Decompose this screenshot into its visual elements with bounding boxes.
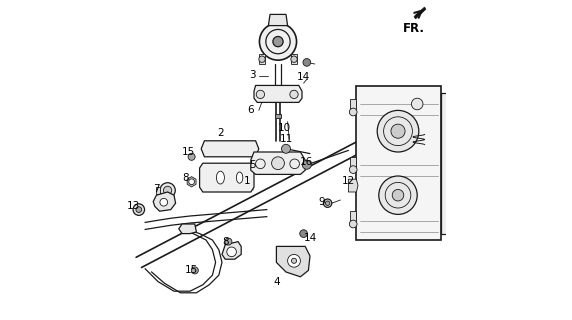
Text: FR.: FR. <box>403 22 425 36</box>
Circle shape <box>349 108 357 116</box>
Text: 15: 15 <box>185 265 198 276</box>
Polygon shape <box>201 141 259 157</box>
Text: 2: 2 <box>217 128 224 138</box>
Circle shape <box>325 201 330 205</box>
Circle shape <box>281 144 291 153</box>
Circle shape <box>349 220 357 228</box>
Text: 8: 8 <box>222 236 228 247</box>
Polygon shape <box>348 179 358 192</box>
Circle shape <box>227 247 236 257</box>
Circle shape <box>273 36 283 47</box>
Circle shape <box>323 199 332 207</box>
Polygon shape <box>441 93 449 234</box>
Circle shape <box>189 179 194 185</box>
Polygon shape <box>153 192 176 211</box>
Polygon shape <box>156 187 160 194</box>
Circle shape <box>379 176 417 214</box>
Text: 4: 4 <box>273 276 280 287</box>
Text: 3: 3 <box>249 70 256 80</box>
Polygon shape <box>276 246 310 277</box>
Text: 7: 7 <box>153 184 160 194</box>
Text: 1: 1 <box>244 176 251 186</box>
Ellipse shape <box>236 172 243 183</box>
Circle shape <box>136 207 142 212</box>
Text: 14: 14 <box>303 233 317 244</box>
Text: 10: 10 <box>278 123 291 133</box>
Circle shape <box>272 157 284 170</box>
Text: 9: 9 <box>318 196 324 207</box>
Text: 5: 5 <box>249 160 256 170</box>
Polygon shape <box>187 177 196 187</box>
Circle shape <box>160 198 168 206</box>
Circle shape <box>303 59 311 66</box>
Polygon shape <box>275 114 281 118</box>
Text: 13: 13 <box>126 201 140 212</box>
Circle shape <box>377 110 419 152</box>
Circle shape <box>133 204 145 215</box>
Circle shape <box>411 98 423 110</box>
Circle shape <box>256 90 265 99</box>
Polygon shape <box>350 211 356 224</box>
Polygon shape <box>350 157 356 170</box>
Polygon shape <box>291 54 297 64</box>
Circle shape <box>259 56 265 62</box>
Circle shape <box>292 258 296 263</box>
Polygon shape <box>254 85 302 102</box>
Text: 14: 14 <box>297 72 310 82</box>
Polygon shape <box>222 242 241 259</box>
Ellipse shape <box>216 171 224 184</box>
Circle shape <box>291 56 297 62</box>
Circle shape <box>349 166 357 173</box>
Text: 6: 6 <box>248 105 254 116</box>
Polygon shape <box>251 152 305 174</box>
Circle shape <box>290 90 298 99</box>
Text: 12: 12 <box>342 176 355 186</box>
Text: 15: 15 <box>182 147 195 157</box>
Circle shape <box>303 160 311 169</box>
Circle shape <box>225 238 232 245</box>
Circle shape <box>191 267 198 274</box>
Circle shape <box>391 124 405 138</box>
Circle shape <box>300 230 307 237</box>
Polygon shape <box>356 86 441 240</box>
Polygon shape <box>259 54 265 64</box>
Circle shape <box>160 183 175 198</box>
Circle shape <box>164 186 172 195</box>
Text: 16: 16 <box>300 156 313 167</box>
Text: 11: 11 <box>279 134 293 144</box>
Polygon shape <box>200 163 254 192</box>
Text: 8: 8 <box>182 172 189 183</box>
Polygon shape <box>350 99 356 112</box>
Circle shape <box>288 254 300 267</box>
Circle shape <box>392 189 404 201</box>
Polygon shape <box>179 224 196 234</box>
Polygon shape <box>414 7 426 19</box>
Circle shape <box>188 153 195 160</box>
Circle shape <box>260 23 296 60</box>
Polygon shape <box>268 14 288 26</box>
